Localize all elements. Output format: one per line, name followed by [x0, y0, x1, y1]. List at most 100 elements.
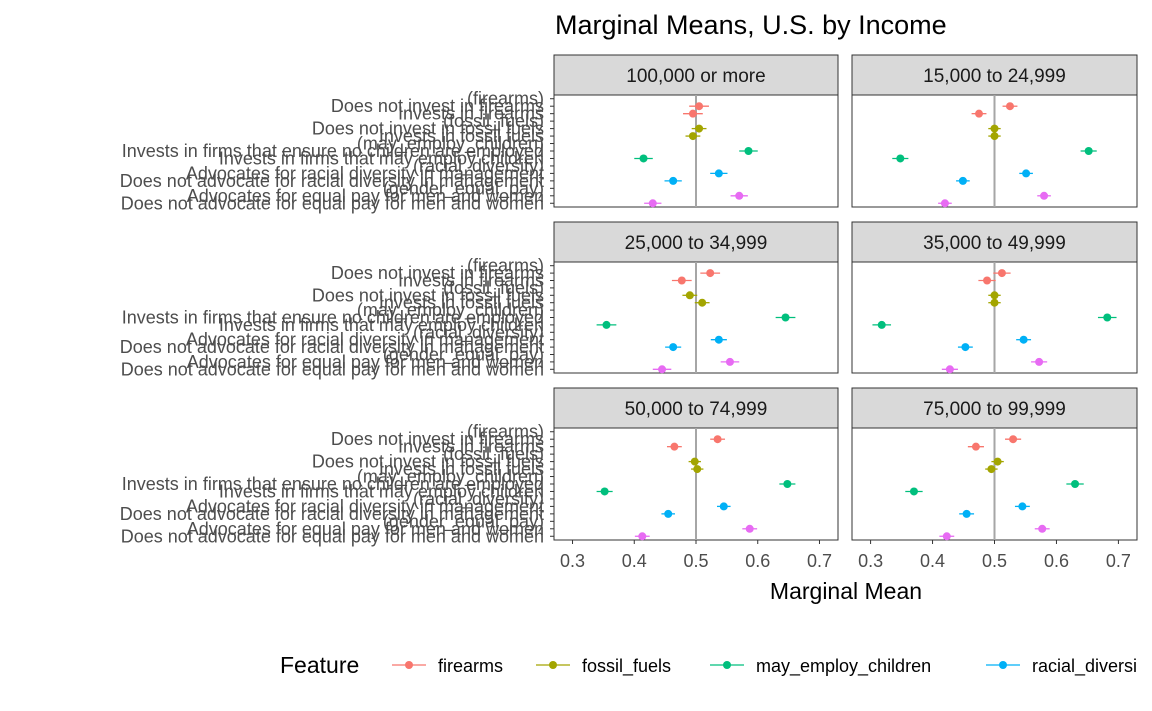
data-point	[688, 132, 697, 141]
y-tick-label: Invests in firearms	[398, 104, 544, 124]
data-point	[877, 320, 886, 329]
data-point	[958, 176, 967, 185]
data-point	[942, 532, 951, 541]
y-tick-label: (firearms)	[467, 89, 544, 109]
data-point	[896, 154, 905, 163]
y-tick-label: Does not invest in fossil fuels	[312, 285, 544, 305]
facet-strip	[851, 387, 1138, 429]
y-tick-label: (fossil_fuels)	[443, 111, 544, 132]
legend-key-point	[405, 661, 413, 669]
data-point	[658, 365, 667, 374]
y-tick-label: Does not invest in firearms	[331, 96, 544, 116]
data-point	[719, 502, 728, 511]
legend: Feature firearms fossil_fuels may_employ_c…	[280, 652, 1137, 678]
legend-key-point	[549, 661, 557, 669]
data-point	[669, 176, 678, 185]
facet-strip-label: 75,000 to 99,999	[923, 399, 1066, 420]
data-point	[1022, 169, 1031, 178]
data-point	[714, 335, 723, 344]
legend-label: firearms	[438, 656, 503, 676]
facet-strip	[553, 54, 839, 96]
x-tick-label: 0.4	[920, 551, 945, 571]
y-tick-label: Advocates for equal pay for men and wome…	[187, 352, 544, 372]
data-point	[695, 124, 704, 133]
y-tick-label: (firearms)	[467, 422, 544, 442]
x-tick-label: 0.5	[683, 551, 708, 571]
legend-key-point	[723, 661, 731, 669]
y-tick-label: Invests in firms that ensure no children…	[122, 474, 544, 494]
y-tick-label: (gender_equal_pay)	[383, 511, 544, 532]
y-tick-label: Does not invest in firearms	[331, 263, 544, 283]
data-point	[1071, 480, 1080, 488]
data-point	[990, 298, 999, 307]
data-point	[961, 343, 970, 352]
y-tick-label: Invests in fossil fuels	[379, 293, 544, 313]
y-tick-label: Invests in firms that ensure no children…	[122, 141, 544, 161]
facet-strip	[851, 221, 1138, 263]
data-point	[1084, 147, 1093, 155]
data-point	[1009, 435, 1018, 444]
facet-strip	[553, 221, 839, 263]
data-point	[990, 291, 999, 300]
data-point	[1019, 335, 1028, 344]
y-tick-label: Does not invest in firearms	[331, 429, 544, 449]
y-tick-label: (racial_diversity)	[413, 156, 544, 177]
data-point	[987, 465, 996, 474]
y-tick-label: Invests in firms that ensure no children…	[122, 308, 544, 328]
y-tick-label: Invests in firearms	[398, 437, 544, 457]
data-point	[706, 269, 715, 278]
data-point	[940, 199, 949, 208]
y-tick-label: Does not advocate for racial diversity i…	[120, 171, 544, 191]
x-tick-label: 0.3	[858, 551, 883, 571]
data-point	[602, 320, 611, 329]
y-tick-label: Invests in firms that may employ childre…	[219, 481, 544, 501]
data-point	[745, 524, 754, 533]
facet-strip-label: 100,000 or more	[626, 66, 765, 87]
y-tick-label: Does not invest in fossil fuels	[312, 119, 544, 139]
facet-strip	[851, 54, 1138, 96]
data-point	[713, 435, 722, 444]
y-tick-label: Does not advocate for racial diversity i…	[120, 504, 544, 524]
y-tick-label: Invests in firearms	[398, 271, 544, 291]
x-tick-label: 0.5	[982, 551, 1007, 571]
data-point	[962, 509, 971, 518]
data-point	[1040, 191, 1049, 200]
data-point	[909, 487, 918, 496]
y-tick-label: Does not advocate for equal pay for men …	[121, 526, 544, 546]
data-point	[670, 442, 679, 451]
data-point	[600, 487, 609, 496]
y-tick-label: Does not advocate for racial diversity i…	[120, 337, 544, 357]
y-tick-label: Does not advocate for equal pay for men …	[121, 359, 544, 379]
data-point	[714, 169, 723, 178]
legend-label: fossil_fuels	[582, 656, 671, 677]
facet-strip	[553, 387, 839, 429]
y-tick-label: (firearms)	[467, 256, 544, 276]
data-point	[648, 199, 657, 208]
data-point	[1035, 357, 1044, 366]
y-tick-label: (may_employ_children)	[357, 134, 544, 155]
data-point	[669, 343, 678, 352]
y-tick-label: (racial_diversity)	[413, 322, 544, 343]
facet-strip-label: 35,000 to 49,999	[923, 233, 1066, 254]
y-tick-label: Invests in fossil fuels	[379, 126, 544, 146]
data-point	[1018, 502, 1027, 511]
x-tick-label: 0.4	[622, 551, 647, 571]
data-point	[983, 276, 992, 285]
data-point	[639, 154, 648, 163]
legend-key-point	[999, 661, 1007, 669]
y-tick-label: (fossil_fuels)	[443, 444, 544, 465]
data-point	[783, 480, 792, 488]
data-point	[638, 532, 647, 541]
y-tick-label: Advocates for racial diversity in manage…	[186, 163, 544, 183]
y-tick-label: (fossil_fuels)	[443, 278, 544, 299]
data-point	[945, 365, 954, 374]
y-tick-label: Does not advocate for equal pay for men …	[121, 193, 544, 213]
y-tick-label: (racial_diversity)	[413, 489, 544, 510]
legend-label: racial_diversi	[1032, 656, 1137, 677]
facet-strip-label: 50,000 to 74,999	[625, 399, 768, 420]
y-tick-label: (may_employ_children)	[357, 467, 544, 488]
data-point	[990, 132, 999, 141]
x-tick-label: 0.6	[1044, 551, 1069, 571]
chart-title: Marginal Means, U.S. by Income	[555, 10, 947, 40]
